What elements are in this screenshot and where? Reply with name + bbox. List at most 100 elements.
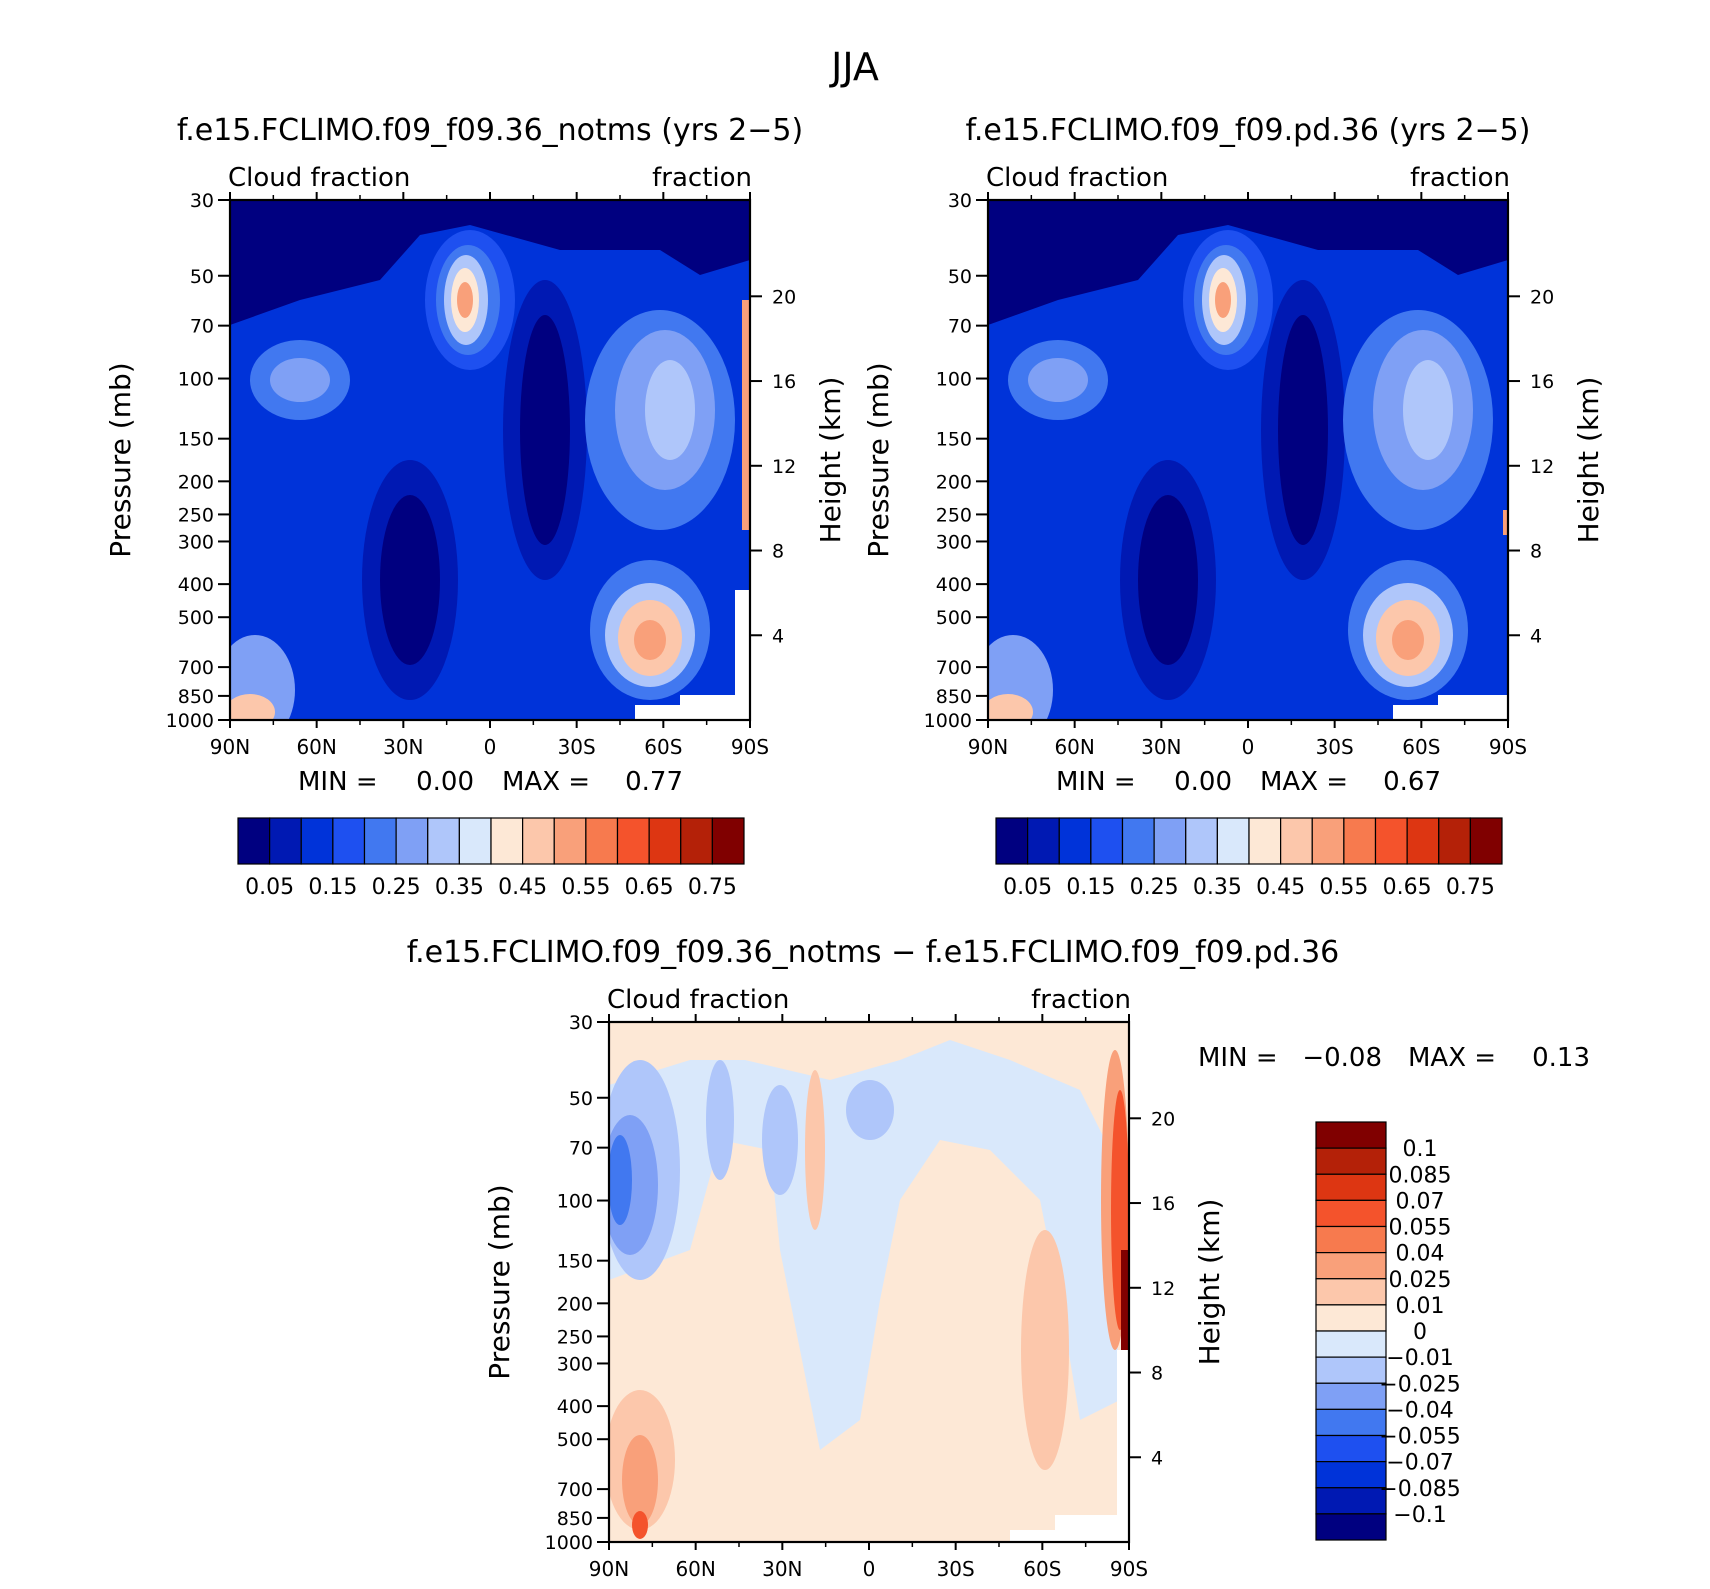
y-tick-label: 1000: [166, 710, 214, 732]
x-tick-label: 30N: [383, 735, 423, 759]
colorbar-label: −0.04: [1386, 1398, 1453, 1423]
negative-anomaly-region: [609, 1040, 1120, 1450]
colorbar-label: 0.05: [1003, 875, 1052, 900]
x-tick-label: 60N: [1054, 735, 1094, 759]
x-tick-label: 30S: [937, 1557, 975, 1581]
y-tick-label: 250: [936, 504, 972, 526]
colorbar-swatch: [269, 817, 302, 865]
y-tick-label: 50: [948, 266, 972, 288]
y-tick-label: 50: [190, 266, 214, 288]
arctic-low-cloud: [230, 635, 295, 720]
y2-tick-label: 4: [1530, 625, 1542, 647]
colorbar-swatch: [1216, 817, 1250, 865]
x-tick-label: 90S: [1489, 735, 1527, 759]
colorbar-swatch: [395, 817, 429, 865]
y-tick-label: 150: [936, 429, 972, 451]
x-tick-label: 90S: [731, 735, 769, 759]
colorbar-label: 0.35: [1193, 875, 1242, 900]
y-tick-label: 150: [178, 429, 214, 451]
colorbar-swatch: [1315, 1382, 1387, 1410]
colorbar-label: 0.45: [498, 875, 547, 900]
y2-axis-label: Height (km): [814, 377, 847, 544]
colorbar-swatch: [1315, 1199, 1387, 1228]
colorbar-label: 0.1: [1403, 1137, 1438, 1162]
sh-midlevel-cloud-core: [645, 360, 695, 460]
colorbar-swatch: [1315, 1173, 1387, 1201]
contour-field: [609, 1022, 1129, 1542]
panel-title: f.e15.FCLIMO.f09_f09.pd.36 (yrs 2−5): [966, 113, 1531, 148]
colorbar-swatch: [1315, 1278, 1387, 1306]
min-label: MIN =: [1198, 1043, 1278, 1073]
colorbar-swatch: [1438, 817, 1471, 865]
contour-field: [988, 200, 1508, 720]
panel-difference: f.e15.FCLIMO.f09_f09.36_notms − f.e15.FC…: [407, 935, 1590, 1581]
colorbar-label: 0.55: [1319, 875, 1368, 900]
colorbar-swatch: [1315, 1487, 1387, 1515]
nh-midlevel-cloud-core: [270, 358, 330, 402]
colorbar: 0.10.0850.070.0550.040.0250.010−0.01−0.0…: [1315, 1121, 1461, 1541]
stratosphere-low-band: [988, 200, 1508, 325]
y2-tick-label: 16: [772, 371, 796, 393]
colorbar-label: 0.35: [435, 875, 484, 900]
colorbar-label: 0.65: [1383, 875, 1432, 900]
x-tick-label: 60N: [296, 735, 336, 759]
colorbar-label: 0.65: [625, 875, 674, 900]
y-tick-label: 200: [936, 471, 972, 493]
missing-data-region: [635, 705, 750, 720]
negative-anomaly-streak: [762, 1085, 798, 1195]
y2-axis-label: Height (km): [1572, 377, 1605, 544]
colorbar-label: −0.1: [1393, 1503, 1446, 1528]
y2-tick-label: 8: [772, 541, 784, 563]
colorbar-label: 0.25: [372, 875, 421, 900]
axes: 90N 60N 30N 0 30S 60S 90S 30 50 70 100 150 200 250 300…: [104, 190, 847, 759]
negative-anomaly-streak: [706, 1060, 734, 1180]
y-tick-label: 30: [948, 190, 972, 212]
y-tick-label: 1000: [545, 1532, 593, 1554]
colorbar-swatch: [427, 817, 460, 865]
y2-tick-label: 8: [1151, 1363, 1163, 1385]
colorbar-swatch: [1374, 817, 1408, 865]
colorbar-swatch: [711, 817, 745, 865]
max-value: 0.13: [1532, 1043, 1590, 1073]
y-tick-label: 850: [178, 686, 214, 708]
left-label: Cloud fraction: [228, 163, 410, 193]
y-tick-label: 500: [178, 607, 214, 629]
colorbar-label: 0.75: [688, 875, 737, 900]
y-axis-label: Pressure (mb): [483, 1184, 516, 1379]
x-tick-label: 90S: [1110, 1557, 1148, 1581]
colorbar-swatch: [680, 817, 713, 865]
colorbar-label: 0.085: [1389, 1163, 1452, 1188]
colorbar-label: 0: [1413, 1320, 1427, 1345]
y-tick-label: 70: [190, 316, 214, 338]
colorbar-swatch: [1248, 817, 1282, 865]
colorbar-swatch: [1153, 817, 1187, 865]
colorbar-swatch: [1315, 1225, 1387, 1254]
nh-midlevel-cloud-core: [1028, 358, 1088, 402]
y-tick-label: 30: [569, 1012, 593, 1034]
colorbar-swatch: [616, 817, 650, 865]
y-tick-label: 850: [936, 686, 972, 708]
min-value: 0.00: [416, 767, 474, 797]
stratocumulus-core: [1392, 620, 1424, 660]
colorbar-swatch: [1315, 1408, 1387, 1437]
x-tick-label: 30N: [1141, 735, 1181, 759]
y-tick-label: 250: [178, 504, 214, 526]
y-tick-label: 250: [557, 1326, 593, 1348]
y-tick-label: 100: [178, 369, 214, 391]
colorbar-swatch: [995, 817, 1029, 865]
colorbar-swatch: [553, 817, 587, 865]
x-tick-label: 90N: [210, 735, 250, 759]
colorbar-swatch: [363, 817, 397, 865]
missing-data-region: [1438, 695, 1508, 705]
x-tick-label: 60N: [675, 1557, 715, 1581]
colorbar-label: 0.25: [1130, 875, 1179, 900]
colorbar-swatch: [1469, 817, 1503, 865]
contour-field: [230, 200, 750, 720]
y2-tick-label: 20: [1151, 1108, 1175, 1130]
colorbar-swatch: [1315, 1252, 1387, 1280]
arctic-positive-anomaly-core: [632, 1511, 648, 1539]
colorbar-label: 0.025: [1389, 1268, 1452, 1293]
max-value: 0.67: [1383, 767, 1441, 797]
x-tick-label: 90N: [968, 735, 1008, 759]
x-tick-label: 0: [484, 735, 497, 759]
